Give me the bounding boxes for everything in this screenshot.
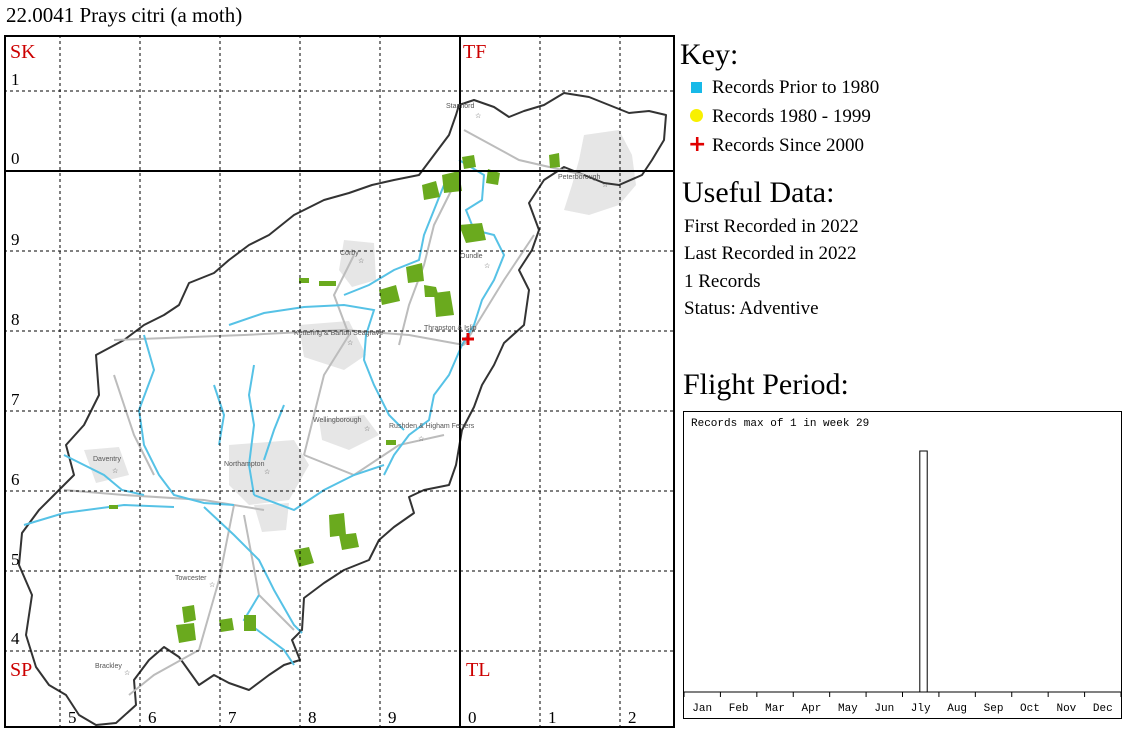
col-label: 2 [628, 708, 637, 727]
month-label: May [838, 703, 858, 715]
page-title: 22.0041 Prays citri (a moth) [6, 3, 243, 27]
flight-period-heading: Flight Period: [683, 368, 849, 401]
month-label: Sep [984, 703, 1004, 715]
town-star: ☆ [475, 112, 481, 120]
col-label: 1 [548, 708, 557, 727]
town-star: ☆ [112, 467, 118, 475]
month-labels: Jan Feb Mar Apr May Jun Jly Aug Sep Oct Nov Dec [692, 703, 1112, 715]
flight-chart-note: Records max of 1 in week 29 [691, 418, 870, 430]
town-star: ☆ [458, 340, 464, 348]
town-label: Northampton [224, 461, 265, 468]
town-label: Peterborough [558, 174, 601, 181]
grid-lines [4, 35, 675, 728]
key-item-prior-1980: Records Prior to 1980 [688, 77, 879, 99]
town-star: ☆ [484, 262, 490, 270]
key-heading: Key: [680, 38, 739, 71]
month-label: Oct [1020, 703, 1040, 715]
row-label: 7 [11, 390, 20, 409]
last-recorded: Last Recorded in 2022 [684, 243, 857, 264]
status: Status: Adventive [684, 298, 819, 319]
month-label: Aug [947, 703, 967, 715]
month-label: Feb [729, 703, 749, 715]
key-item-since-2000: + Records Since 2000 [688, 132, 864, 157]
flight-bar-week-29 [919, 450, 928, 693]
row-label: 8 [11, 310, 20, 329]
roads [63, 129, 585, 696]
town-label: Stamford [446, 103, 475, 110]
key-item-label: Records Prior to 1980 [712, 77, 880, 98]
town-label: Thrapston & Islip [424, 325, 477, 332]
flight-chart-frame [683, 411, 1122, 719]
town-star: ☆ [347, 339, 353, 347]
rivers [23, 159, 506, 666]
month-label: Jly [911, 703, 931, 715]
town-star: ☆ [358, 257, 364, 265]
town-markers: ☆ Stamford ☆ Peterborough ☆ Corby ☆ Ound… [93, 103, 608, 677]
town-label: Rushden & Higham Ferrers [389, 423, 475, 430]
month-label: Nov [1056, 703, 1076, 715]
town-label: Daventry [93, 456, 122, 463]
town-star: ☆ [602, 181, 608, 189]
col-label: 6 [148, 708, 157, 727]
town-star: ☆ [418, 435, 424, 443]
row-label: 4 [11, 629, 20, 648]
row-label: 9 [11, 230, 20, 249]
square-label-tf: TF [463, 41, 486, 63]
flight-period-chart: Jan Feb Mar Apr May Jun Jly Aug Sep Oct Nov Dec [683, 450, 1122, 715]
town-label: Brackley [95, 663, 122, 670]
record-count: 1 Records [684, 271, 761, 292]
useful-data-heading: Useful Data: [682, 176, 835, 209]
square-label-tl: TL [466, 659, 490, 681]
town-label: Wellingborough [313, 417, 362, 424]
town-star: ☆ [124, 669, 130, 677]
row-label: 0 [11, 149, 20, 168]
county-boundary [18, 92, 667, 726]
town-label: Towcester [175, 575, 207, 582]
row-label: 1 [11, 70, 20, 89]
row-label: 5 [11, 550, 20, 569]
month-label: Mar [765, 703, 785, 715]
month-label: Dec [1093, 703, 1113, 715]
flight-bars [919, 450, 928, 693]
month-ticks [683, 692, 1122, 697]
month-label: Jan [692, 703, 712, 715]
month-label: Apr [802, 703, 822, 715]
col-label: 9 [388, 708, 397, 727]
town-label: Oundle [460, 253, 483, 260]
distribution-map: ☆ Stamford ☆ Peterborough ☆ Corby ☆ Ound… [4, 35, 675, 728]
key-item-label: Records Since 2000 [712, 135, 864, 156]
blue-square-icon [688, 77, 705, 99]
town-label: Kettering & Barton Seagrave [294, 330, 383, 337]
red-plus-icon: + [688, 132, 707, 157]
town-label: Corby [340, 250, 359, 257]
row-label: 6 [11, 470, 20, 489]
woodland-patches [109, 153, 560, 643]
key-item-label: Records 1980 - 1999 [712, 106, 871, 127]
col-label: 7 [228, 708, 237, 727]
town-star: ☆ [364, 425, 370, 433]
yellow-circle-icon [688, 106, 705, 128]
month-label: Jun [874, 703, 894, 715]
col-label: 0 [468, 708, 477, 727]
col-label: 5 [68, 708, 77, 727]
square-label-sk: SK [10, 41, 36, 63]
first-recorded: First Recorded in 2022 [684, 216, 859, 237]
map-frame [4, 35, 675, 728]
town-star: ☆ [264, 468, 270, 476]
square-label-sp: SP [10, 659, 32, 681]
col-label: 8 [308, 708, 317, 727]
town-star: ☆ [209, 581, 215, 589]
square-boundaries [4, 35, 675, 728]
key-item-1980-1999: Records 1980 - 1999 [688, 106, 871, 128]
record-marker-since-2000 [462, 333, 474, 345]
